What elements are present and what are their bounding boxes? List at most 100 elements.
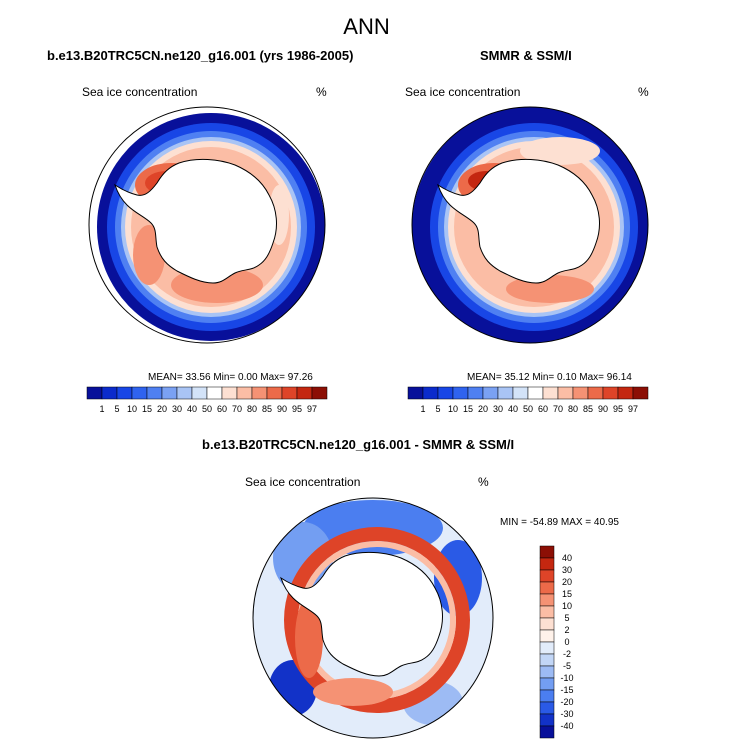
panel3-title: b.e13.B20TRC5CN.ne120_g16.001 - SMMR & S… — [202, 437, 515, 452]
panel2-colorbar-tick-label: 10 — [448, 404, 458, 414]
panel1-stats: MEAN= 33.56 Min= 0.00 Max= 97.26 — [148, 372, 313, 383]
panel2-colorbar-tick-label: 90 — [598, 404, 608, 414]
panel2-colorbar-swatch — [467, 386, 484, 400]
panel1-colorbar-swatch — [281, 386, 298, 400]
panel1-colorbar-swatch — [146, 386, 163, 400]
panel1-colorbar-swatch — [101, 386, 118, 400]
panel2-colorbar-swatch — [482, 386, 499, 400]
panel3-colorbar-tick-label: 30 — [562, 565, 572, 575]
panel3-colorbar-swatch — [539, 701, 555, 715]
panel1-colorbar-tick-label: 20 — [157, 404, 167, 414]
panel2-colorbar-swatch — [587, 386, 604, 400]
panel1-colorbar-swatch — [236, 386, 253, 400]
panel3-colorbar-tick-label: -15 — [560, 685, 573, 695]
panel3-units-label: % — [478, 475, 489, 489]
panel2-colorbar-tick-label: 20 — [478, 404, 488, 414]
panel1-colorbar-swatch — [161, 386, 178, 400]
panel3-colorbar-swatch — [539, 569, 555, 583]
panel1-colorbar-tick-label: 30 — [172, 404, 182, 414]
panel3-colorbar-tick-label: -10 — [560, 673, 573, 683]
panel1-map — [88, 106, 326, 344]
panel2-colorbar-swatch — [602, 386, 619, 400]
panel1-colorbar-tick-label: 5 — [114, 404, 119, 414]
panel2-colorbar-swatch — [497, 386, 514, 400]
panel2-colorbar-tick-label: 95 — [613, 404, 623, 414]
panel2-colorbar-swatch — [527, 386, 544, 400]
panel1-colorbar-swatch — [221, 386, 238, 400]
panel2-title: SMMR & SSM/I — [480, 48, 572, 63]
panel2-colorbar-swatch — [572, 386, 589, 400]
panel3-colorbar-tick-label: -30 — [560, 709, 573, 719]
panel3-colorbar-tick-label: 20 — [562, 577, 572, 587]
panel3-colorbar-tick-label: 0 — [564, 637, 569, 647]
panel1-variable-label: Sea ice concentration — [82, 85, 198, 99]
panel3-colorbar-swatch — [539, 653, 555, 667]
panel3-colorbar-swatch — [539, 557, 555, 571]
panel3-colorbar-tick-label: -40 — [560, 721, 573, 731]
panel1-colorbar-tick-label: 50 — [202, 404, 212, 414]
panel2-colorbar-tick-label: 97 — [628, 404, 638, 414]
panel1-colorbar-swatch — [176, 386, 193, 400]
panel2-colorbar-tick-label: 40 — [508, 404, 518, 414]
panel1-colorbar-swatch — [191, 386, 208, 400]
panel2-colorbar-tick-label: 70 — [553, 404, 563, 414]
panel2-stats: MEAN= 35.12 Min= 0.10 Max= 96.14 — [467, 372, 632, 383]
panel1-colorbar-swatch — [311, 386, 328, 400]
panel3-colorbar-tick-label: -20 — [560, 697, 573, 707]
panel2-colorbar-swatch — [617, 386, 634, 400]
panel1-colorbar-tick-label: 80 — [247, 404, 257, 414]
panel3-colorbar-swatch — [539, 581, 555, 595]
panel3-colorbar-tick-label: 15 — [562, 589, 572, 599]
panel3-colorbar-swatch — [539, 617, 555, 631]
panel3-colorbar-swatch — [539, 677, 555, 691]
panel1-colorbar-swatch — [206, 386, 223, 400]
panel2-variable-label: Sea ice concentration — [405, 85, 521, 99]
panel3-colorbar-swatch — [539, 689, 555, 703]
panel3-map — [252, 497, 494, 739]
panel1-colorbar-tick-label: 95 — [292, 404, 302, 414]
panel1-colorbar-tick-label: 90 — [277, 404, 287, 414]
panel3-colorbar-swatch — [539, 641, 555, 655]
panel2-units-label: % — [638, 85, 649, 99]
panel2-colorbar-tick-label: 1 — [420, 404, 425, 414]
panel1-units-label: % — [316, 85, 327, 99]
panel2-colorbar-tick-label: 15 — [463, 404, 473, 414]
panel3-colorbar-swatch — [539, 593, 555, 607]
panel1-colorbar: 1 5 10 15 20 30 40 50 60 70 80 85 90 95 97 — [86, 386, 328, 414]
panel1-colorbar-tick-label: 85 — [262, 404, 272, 414]
panel3-colorbar-swatch — [539, 605, 555, 619]
panel1-colorbar-swatch — [251, 386, 268, 400]
panel2-map — [411, 106, 649, 344]
panel3-colorbar-swatch — [539, 665, 555, 679]
panel1-colorbar-tick-label: 40 — [187, 404, 197, 414]
panel3-stats: MIN = -54.89 MAX = 40.95 — [500, 517, 619, 528]
panel3-colorbar-tick-label: -2 — [563, 649, 571, 659]
panel3-colorbar-tick-label: -5 — [563, 661, 571, 671]
panel3-colorbar-tick-label: 40 — [562, 553, 572, 563]
panel2-colorbar-swatch — [452, 386, 469, 400]
panel2-colorbar-tick-label: 80 — [568, 404, 578, 414]
panel2-colorbar-swatch — [437, 386, 454, 400]
panel3-colorbar-swatch — [539, 725, 555, 739]
panel1-colorbar-tick-label: 60 — [217, 404, 227, 414]
panel1-colorbar-tick-label: 97 — [307, 404, 317, 414]
panel3-colorbar-swatch — [539, 629, 555, 643]
panel2-colorbar-swatch — [557, 386, 574, 400]
panel2-colorbar-tick-label: 5 — [435, 404, 440, 414]
panel2-colorbar-swatch — [407, 386, 424, 400]
panel2-colorbar-swatch — [542, 386, 559, 400]
panel1-colorbar-tick-label: 15 — [142, 404, 152, 414]
panel2-colorbar-swatch — [512, 386, 529, 400]
panel2-colorbar-tick-label: 30 — [493, 404, 503, 414]
panel3-colorbar-tick-label: 10 — [562, 601, 572, 611]
panel2-colorbar-swatch — [422, 386, 439, 400]
panel2-colorbar-tick-label: 60 — [538, 404, 548, 414]
panel1-title: b.e13.B20TRC5CN.ne120_g16.001 (yrs 1986-… — [47, 48, 354, 63]
panel3-colorbar-swatch — [539, 713, 555, 727]
panel2-colorbar-tick-label: 50 — [523, 404, 533, 414]
panel3-colorbar-tick-label: 5 — [564, 613, 569, 623]
panel1-colorbar-tick-label: 70 — [232, 404, 242, 414]
panel1-colorbar-swatch — [131, 386, 148, 400]
panel3-colorbar-tick-label: 2 — [564, 625, 569, 635]
